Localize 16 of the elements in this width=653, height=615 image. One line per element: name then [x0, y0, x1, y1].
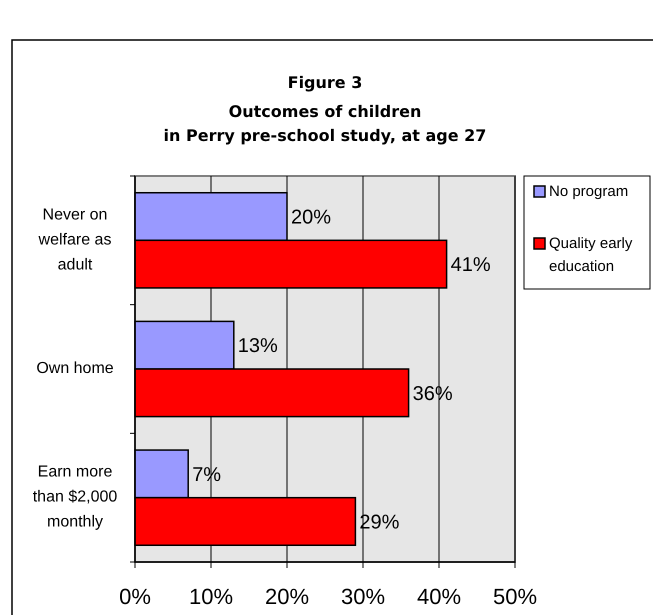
- legend-label: No program: [549, 182, 628, 200]
- x-tick-label: 30%: [340, 584, 386, 609]
- data-label: 13%: [238, 335, 278, 358]
- y-tick-label: Earn more than $2,000 monthly: [32, 464, 118, 531]
- y-tick-label: Own home: [36, 360, 114, 378]
- chart-title: Figure 3: [288, 73, 362, 92]
- chart-subtitle: Outcomes of children in Perry pre-school study, at age 27: [164, 102, 486, 145]
- x-tick-label: 0%: [119, 584, 151, 609]
- x-tick-label: 10%: [188, 584, 234, 609]
- legend-label: Quality early education: [549, 234, 633, 275]
- x-tick-label: 40%: [416, 584, 462, 609]
- data-label: 20%: [291, 206, 332, 229]
- data-label: 41%: [450, 254, 491, 276]
- y-tick-label: Never on welfare as adult: [38, 206, 112, 274]
- x-tick-label: 50%: [492, 584, 538, 609]
- x-tick-label: 20%: [264, 584, 310, 609]
